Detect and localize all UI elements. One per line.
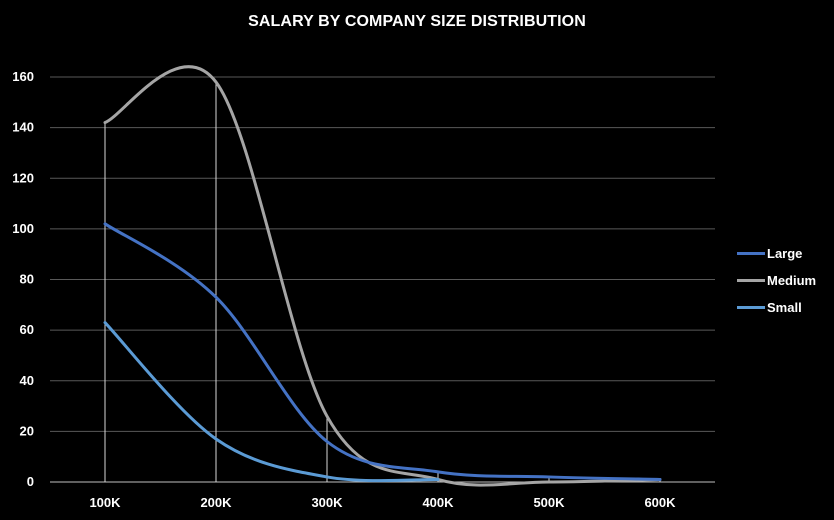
- x-tick-label-500K: 500K: [533, 495, 565, 510]
- y-tick-label-100: 100: [12, 221, 34, 236]
- legend-swatch-large: [737, 252, 765, 255]
- legend-label-large: Large: [767, 246, 803, 261]
- legend-item-small[interactable]: Small: [737, 294, 816, 321]
- legend-swatch-medium: [737, 279, 765, 282]
- y-tick-label-40: 40: [20, 373, 34, 388]
- drop-lines: [104, 82, 661, 482]
- x-tick-label-200K: 200K: [200, 495, 232, 510]
- legend-label-small: Small: [767, 300, 802, 315]
- x-tick-label-600K: 600K: [644, 495, 676, 510]
- x-tick-label-400K: 400K: [422, 495, 454, 510]
- tick-labels: 0 20 40 60 80 100 120 140 160 100K 200K 300K 400K 500…: [12, 69, 676, 510]
- legend-item-large[interactable]: Large: [737, 240, 816, 267]
- chart-title: SALARY BY COMPANY SIZE DISTRIBUTION: [248, 13, 586, 30]
- legend-item-medium[interactable]: Medium: [737, 267, 816, 294]
- legend-swatch-small: [737, 306, 765, 309]
- grid-lines: [50, 76, 715, 483]
- y-tick-label-0: 0: [27, 474, 34, 489]
- y-tick-label-140: 140: [12, 120, 34, 135]
- y-tick-label-120: 120: [12, 170, 34, 185]
- legend: Large Medium Small: [737, 240, 816, 321]
- y-tick-label-80: 80: [20, 272, 34, 287]
- series-line-medium: [103, 65, 662, 487]
- legend-label-medium: Medium: [767, 273, 817, 288]
- x-tick-label-100K: 100K: [89, 495, 121, 510]
- series-lines: [103, 65, 662, 487]
- y-tick-label-60: 60: [20, 322, 34, 337]
- y-tick-label-160: 160: [12, 69, 34, 84]
- x-tick-label-300K: 300K: [311, 495, 343, 510]
- series-line-large: [103, 222, 662, 481]
- y-tick-label-20: 20: [20, 423, 34, 438]
- series-line-small: [103, 321, 440, 483]
